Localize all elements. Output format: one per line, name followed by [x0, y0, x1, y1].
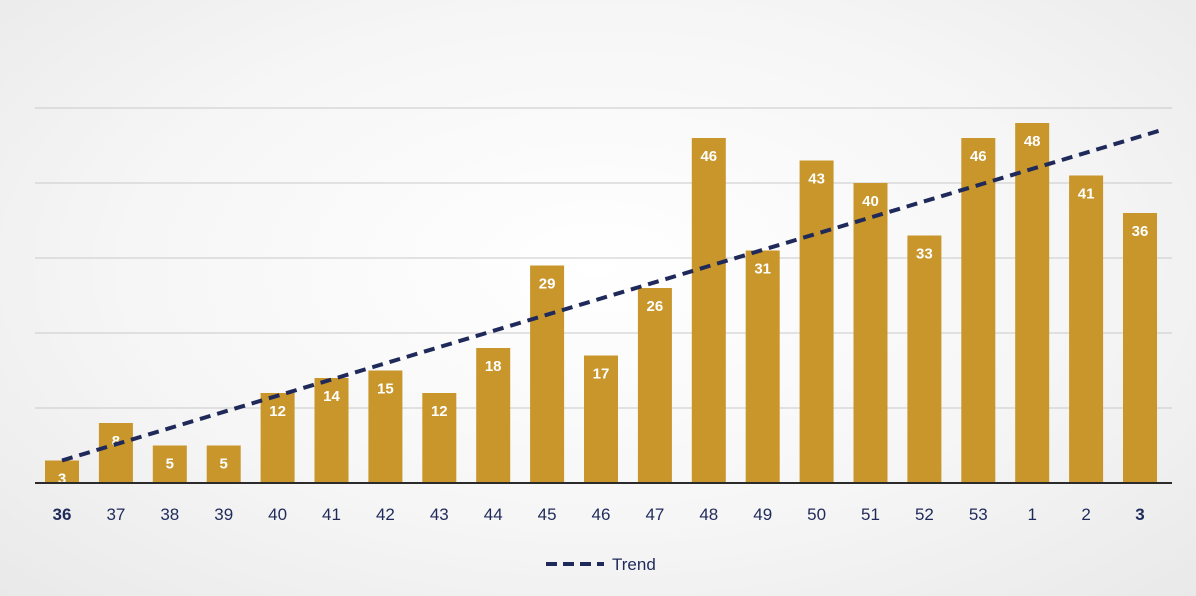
- data-label-39: 5: [220, 456, 228, 473]
- x-tick-label-2: 2: [1081, 505, 1090, 524]
- x-tick-label-38: 38: [160, 505, 179, 524]
- x-tick-label-44: 44: [484, 505, 503, 524]
- data-label-50: 43: [808, 171, 825, 188]
- data-label-44: 18: [485, 358, 502, 375]
- data-label-1: 48: [1024, 133, 1041, 150]
- bar-39: [206, 445, 241, 483]
- x-tick-label-3: 3: [1135, 505, 1144, 524]
- data-label-52: 33: [916, 246, 933, 263]
- bar-50: [799, 160, 834, 483]
- x-tick-label-36: 36: [53, 505, 72, 524]
- x-tick-label-52: 52: [915, 505, 934, 524]
- data-label-51: 40: [862, 193, 879, 210]
- x-tick-label-50: 50: [807, 505, 826, 524]
- bar-41: [314, 378, 349, 483]
- bar-47: [637, 288, 672, 483]
- data-label-47: 26: [647, 298, 664, 315]
- bar-45: [530, 265, 565, 483]
- bar-53: [961, 138, 996, 483]
- x-tick-label-42: 42: [376, 505, 395, 524]
- data-label-49: 31: [754, 261, 771, 278]
- data-label-48: 46: [700, 148, 717, 165]
- bar-2: [1069, 175, 1104, 483]
- x-tick-label-53: 53: [969, 505, 988, 524]
- x-tick-label-40: 40: [268, 505, 287, 524]
- bar-1: [1015, 123, 1050, 483]
- bar-43: [422, 393, 457, 483]
- legend-trend-label: Trend: [612, 555, 656, 574]
- bar-44: [476, 348, 511, 483]
- x-tick-label-43: 43: [430, 505, 449, 524]
- data-labels: 3 8 5 5 12 14 15 12 18 29 17 26 46 31 43 40 33 46 48 41 36: [58, 133, 1149, 488]
- bar-51: [853, 183, 888, 483]
- bar-46: [584, 355, 618, 483]
- bar-40: [260, 393, 295, 483]
- bar-42: [368, 370, 403, 483]
- data-label-46: 17: [593, 366, 610, 383]
- x-tick-label-37: 37: [106, 505, 125, 524]
- x-tick-label-47: 47: [645, 505, 664, 524]
- data-label-3: 36: [1132, 223, 1149, 240]
- data-label-45: 29: [539, 276, 556, 293]
- x-axis: 36 37 38 39 40 41 42 43 44 45 46 47 48 49 50 51 52 53 1 2 3: [35, 482, 1172, 524]
- bar-52: [907, 235, 942, 483]
- x-tick-label-46: 46: [592, 505, 611, 524]
- data-label-42: 15: [377, 381, 394, 398]
- x-tick-label-49: 49: [753, 505, 772, 524]
- data-label-36: 3: [58, 471, 66, 488]
- trend-line: [61, 128, 1161, 463]
- x-tick-label-1: 1: [1027, 505, 1036, 524]
- legend: Trend: [546, 555, 656, 574]
- bar-37: [98, 423, 133, 483]
- bars: [45, 123, 1157, 483]
- x-tick-label-51: 51: [861, 505, 880, 524]
- bar-36: [45, 460, 79, 483]
- x-tick-label-41: 41: [322, 505, 341, 524]
- data-label-41: 14: [323, 388, 340, 405]
- bar-49: [745, 250, 780, 483]
- trend-line-group: [61, 128, 1161, 463]
- x-tick-label-39: 39: [214, 505, 233, 524]
- x-tick-label-48: 48: [699, 505, 718, 524]
- data-label-40: 12: [269, 403, 286, 420]
- data-label-53: 46: [970, 148, 987, 165]
- data-label-2: 41: [1078, 186, 1095, 203]
- bar-38: [152, 445, 187, 483]
- data-label-38: 5: [166, 456, 174, 473]
- x-tick-label-45: 45: [538, 505, 557, 524]
- data-label-43: 12: [431, 403, 448, 420]
- bar-48: [691, 138, 726, 483]
- data-label-37: 8: [112, 433, 120, 450]
- bar-3: [1123, 213, 1157, 483]
